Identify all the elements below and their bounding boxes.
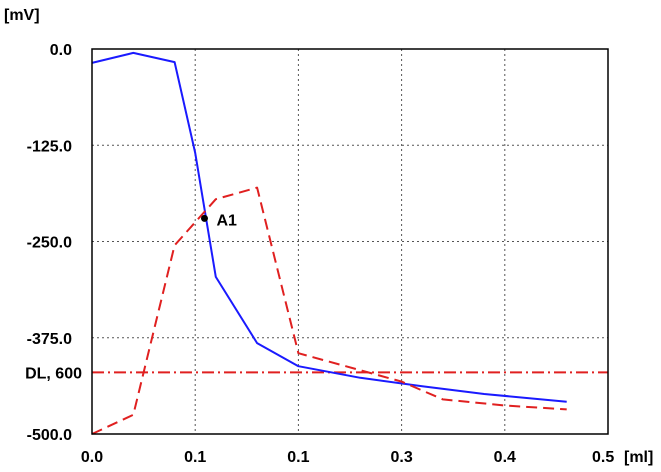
y-tick-label: -500.0 <box>27 427 72 444</box>
y-tick-label: -375.0 <box>27 331 72 348</box>
reference-line-label: DL, 600 <box>25 365 82 382</box>
y-unit-label: [mV] <box>4 7 40 24</box>
x-tick-labels: 0.0 0.1 0.1 0.3 0.4 0.5 <box>81 449 614 466</box>
x-tick-label: 0.3 <box>390 449 412 466</box>
series-line-dashed <box>91 186 567 435</box>
y-tick-label: -250.0 <box>27 235 72 252</box>
y-tick-label: -125.0 <box>27 138 72 155</box>
plot-frame <box>91 48 609 435</box>
x-tick-label: 0.1 <box>287 449 309 466</box>
x-tick-label: 0.1 <box>184 449 206 466</box>
x-unit-label: [ml] <box>624 449 653 466</box>
y-tick-labels: DL, 600 0.0 -125.0 -250.0 -375.0 -500.0 <box>25 42 82 444</box>
annotations: A1 <box>200 212 237 229</box>
x-tick-label: 0.0 <box>81 449 103 466</box>
x-tick-label: 0.5 <box>592 449 614 466</box>
annotation-point <box>200 214 208 222</box>
series-layer <box>91 51 567 435</box>
series-line-solid <box>91 51 567 403</box>
x-tick-label: 0.4 <box>494 449 516 466</box>
y-tick-label: 0.0 <box>50 42 72 59</box>
annotation-label: A1 <box>216 212 237 229</box>
